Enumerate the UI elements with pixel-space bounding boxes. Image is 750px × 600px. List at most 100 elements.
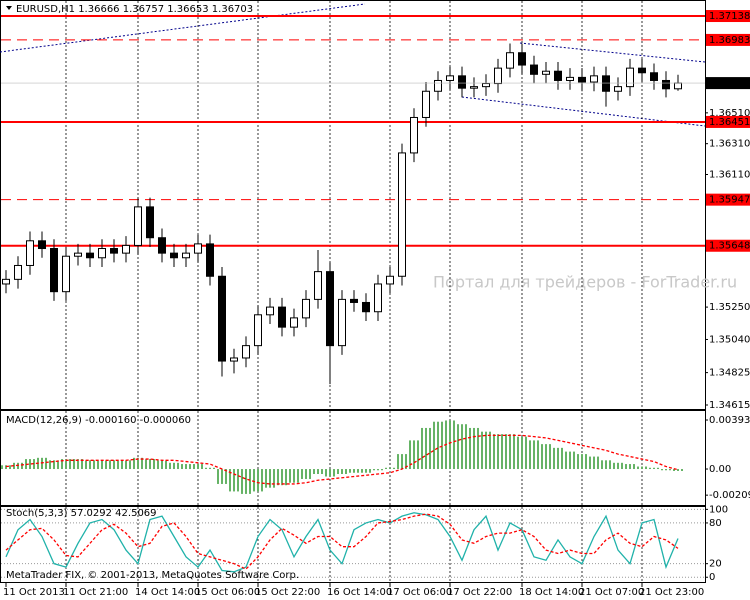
bid-label: 1.36703 [709, 78, 750, 89]
candle-body [314, 271, 322, 300]
candle-body [362, 301, 370, 313]
y-tick-label: 100 [709, 504, 728, 515]
x-tick-label: 21 Oct 07:00 [579, 587, 644, 598]
candle-body [434, 79, 442, 92]
macd-title: MACD(12,26,9) -0.000160 -0.000060 [6, 415, 191, 426]
y-tick-label: 1.36310 [709, 139, 750, 150]
candle-body [662, 79, 670, 90]
candle-body [614, 86, 622, 92]
candle-body [182, 252, 190, 259]
candle-body [626, 67, 634, 88]
candle-body [134, 206, 142, 246]
trend-line [519, 42, 706, 63]
panel-frames [0, 0, 706, 583]
trend-line [0, 3, 366, 53]
candle-body [254, 314, 262, 347]
price-level-label: 1.35947 [709, 195, 750, 206]
candle-body [194, 243, 202, 254]
candle-body [50, 248, 58, 293]
price-level-box [706, 115, 750, 128]
price-level-label: 1.36451 [709, 117, 750, 128]
candle-body [530, 64, 538, 75]
candle-body [446, 75, 454, 81]
title-arrow [6, 6, 12, 10]
candle-body [566, 76, 574, 81]
candle-body [326, 271, 334, 347]
y-tick-label: 20 [709, 559, 722, 570]
candle-body [26, 240, 34, 266]
candle-body [422, 90, 430, 118]
indicator-line [5, 434, 679, 485]
indicator-line [5, 513, 679, 570]
candle-body [158, 237, 166, 254]
candle-body [458, 75, 466, 89]
candle-body [674, 82, 682, 90]
price-level-box [706, 33, 750, 46]
y-tick-label: 1.35040 [709, 334, 750, 345]
watermark: Портал для трейдеров - ForTrader.ru [433, 273, 737, 292]
y-tick-label: 1.36110 [709, 170, 750, 181]
x-tick-label: 15 Oct 22:00 [255, 587, 320, 598]
candle-body [74, 252, 82, 257]
candle-body [110, 248, 118, 254]
candle-body [338, 298, 346, 347]
candle-body [278, 306, 286, 328]
candle-body [14, 264, 22, 280]
trend-lines [0, 3, 706, 127]
trend-line [461, 96, 706, 127]
price-level-box [706, 10, 750, 23]
main-frame [0, 0, 706, 410]
candle-body [146, 206, 154, 239]
y-tick-label: 1.36510 [709, 108, 750, 119]
candle-body [230, 357, 238, 362]
candle-body [494, 67, 502, 85]
candle-body [386, 275, 394, 285]
x-tick-label: 16 Oct 14:00 [327, 587, 392, 598]
price-level-label: 1.36983 [709, 35, 750, 46]
candle-body [398, 152, 406, 277]
candle-body [350, 298, 358, 303]
x-tick-label: 17 Oct 22:00 [447, 587, 512, 598]
price-level-label: 1.35648 [709, 241, 750, 252]
candle-body [218, 275, 226, 362]
candle-body [542, 70, 550, 75]
candle-body [170, 252, 178, 259]
y-tick-label: 1.35250 [709, 302, 750, 313]
y-tick-label: -0.002099 [709, 490, 750, 501]
candle-body [470, 86, 478, 89]
candle-body [2, 278, 10, 285]
y-tick-label: 0 [709, 572, 715, 583]
candle-body [374, 283, 382, 313]
x-tick-label: 15 Oct 06:00 [195, 587, 260, 598]
x-tick-label: 14 Oct 14:00 [135, 587, 200, 598]
candle-body [590, 75, 598, 83]
stoch-title: Stoch(5,3,3) 57.0292 42.5069 [6, 508, 157, 519]
price-level-box [706, 193, 750, 206]
candle-body [86, 252, 94, 259]
candle-body [302, 298, 310, 319]
y-tick-label: 1.34825 [709, 368, 750, 379]
candle-body [206, 243, 214, 277]
candle-body [554, 70, 562, 81]
x-tick-label: 11 Oct 2013 [3, 587, 65, 598]
candle-body [650, 72, 658, 81]
candle-body [266, 306, 274, 316]
candle-body [410, 116, 418, 154]
x-tick-label: 18 Oct 14:00 [519, 587, 584, 598]
copyright: MetaTrader FIX, © 2001-2013, MetaQuotes … [6, 570, 299, 581]
bid-box [706, 77, 750, 90]
macd-frame [0, 410, 706, 506]
candle-body [38, 240, 46, 250]
candle-body [578, 76, 586, 83]
stoch-frame [0, 506, 706, 583]
candle-body [602, 75, 610, 92]
candle-body [122, 244, 130, 254]
candle-body [638, 67, 646, 74]
candle-body [518, 52, 526, 66]
candle-body [290, 317, 298, 328]
y-tick-label: 0.00 [709, 464, 731, 475]
candle-body [482, 83, 490, 88]
candle-body [242, 345, 250, 359]
